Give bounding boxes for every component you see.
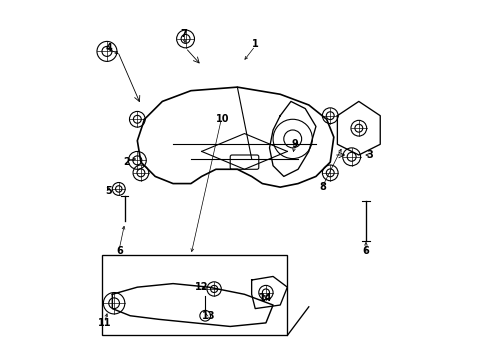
Text: 12: 12 (195, 282, 208, 292)
Text: 10: 10 (216, 114, 229, 124)
Text: 6: 6 (116, 247, 122, 256)
Text: 9: 9 (290, 139, 297, 149)
Text: 14: 14 (259, 293, 272, 303)
Text: 13: 13 (202, 311, 215, 321)
Text: 3: 3 (366, 150, 372, 160)
Text: 1: 1 (251, 39, 258, 49)
Text: 11: 11 (98, 318, 112, 328)
Text: 5: 5 (105, 186, 112, 196)
Text: 6: 6 (362, 247, 368, 256)
Text: 4: 4 (105, 43, 112, 53)
Text: 2: 2 (123, 157, 130, 167)
Text: 7: 7 (180, 28, 187, 39)
Text: 8: 8 (319, 182, 326, 192)
